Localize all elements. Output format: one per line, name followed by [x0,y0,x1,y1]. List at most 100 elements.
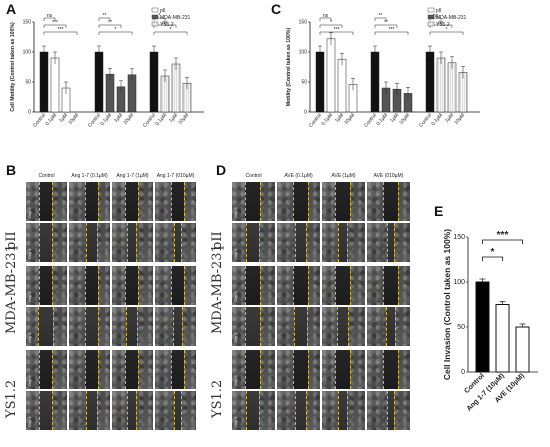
significance-label: ** [379,13,383,19]
significance-bracket [482,239,523,244]
scratch-gap [124,350,139,389]
micrograph-tile [322,182,365,221]
significance-bracket [374,31,409,35]
scratch-gap [293,182,308,221]
scratch-gap [385,307,396,346]
scratch-gap [125,307,138,346]
day-label: Day 0 [27,375,32,386]
scratch-edge-line [397,350,399,389]
scratch-edge-line [51,391,53,430]
scratch-gap [383,350,398,389]
scratch-edge-line [386,223,388,262]
day-label: Day 1 [233,248,238,259]
day-label: Day 1 [27,416,32,427]
significance-bracket [374,24,398,28]
x-tick-label: Control [363,112,378,128]
scratch-edge-line [137,307,139,346]
scratch-edge-line [98,182,100,221]
micrograph-tile [155,350,196,389]
scratch-edge-line [386,391,388,430]
significance-bracket [98,17,111,21]
micrograph-tile [69,307,110,346]
y-tick-label: 100 [453,279,465,286]
x-tick-label: 1µM [389,112,400,123]
scratch-edge-line [383,350,385,389]
significance-bracket [153,24,177,28]
day-label: Day 1 [27,332,32,343]
significance-bracket [153,17,166,21]
x-tick-label: 10µM [67,112,80,126]
scratch-gap [337,391,348,430]
scratch-edge-line [98,350,100,389]
y-tick-label: 150 [299,20,308,26]
scratch-edge-line [84,182,86,221]
bar [475,281,490,373]
scratch-gap [84,350,99,389]
micrograph-tile [155,223,196,262]
scratch-edge-line [84,266,86,305]
scratch-edge-line [293,266,295,305]
cell-line-label: YS1.2 [4,379,19,418]
significance-bracket [319,24,343,28]
significance-bracket [43,17,56,21]
bar [94,51,104,113]
y-tick-label: 150 [453,234,465,241]
scratch-edge-line [184,182,186,221]
legend-label: pII [160,8,166,14]
bar [50,57,60,113]
scratch-edge-line [307,350,309,389]
micrograph-tile: Day 0 [232,266,275,305]
bar [39,51,49,113]
scratch-edge-line [84,350,86,389]
scratch-edge-line [258,223,260,262]
day-label: Day 0 [27,207,32,218]
scratch-gap [383,182,398,221]
scratch-edge-line [138,350,140,389]
day-label: Day 1 [233,416,238,427]
scratch-gap [244,307,261,346]
scratch-edge-line [306,391,308,430]
scratch-gap [335,266,350,305]
significance-label: ns [47,13,53,19]
micrograph-tile [155,266,196,305]
scratch-edge-line [293,350,295,389]
legend-swatch [151,21,159,27]
significance-bracket [319,31,354,35]
scratch-edge-line [170,182,172,221]
y-tick-label: 50 [301,80,307,86]
scratch-edge-line [182,307,184,346]
panel-letter-b: B [6,162,17,178]
micrograph-tile: Day 1 [232,223,275,262]
micrograph-tile: Day 1 [232,307,275,346]
micrograph-tile [367,223,410,262]
panel-letter-c: C [271,1,282,17]
scratch-edge-line [259,350,261,389]
scratch-edge-line [385,307,387,346]
chart-a-motility: 0 50 100 150 Cell Motility (Control taken as… [10,7,204,129]
x-tick-label: 10µM [398,112,411,126]
significance-bracket [98,31,133,35]
micrograph-tile [277,350,320,389]
scratch-gap [85,307,98,346]
scratch-edge-line [307,182,309,221]
scratch-gap [39,223,52,262]
y-tick-label: 50 [25,80,31,86]
scratch-edge-line [394,223,396,262]
scratch-gap [126,391,136,430]
scratch-edge-line [397,266,399,305]
scratch-gap [335,350,350,389]
micrograph-tile [69,350,110,389]
scratch-edge-line [258,391,260,430]
scratch-edge-line [38,266,40,305]
micrograph-tile: Day 1 [232,391,275,430]
bar [326,38,336,113]
x-tick-label: 0.1µM [375,112,389,127]
x-tick-label: 1µM [113,112,124,123]
scratch-edge-line [124,350,126,389]
scratch-edge-line [124,182,126,221]
x-tick-label: Control [87,112,102,128]
scratch-edge-line [395,307,397,346]
micrograph-tile [277,266,320,305]
micrograph-tile [367,391,410,430]
